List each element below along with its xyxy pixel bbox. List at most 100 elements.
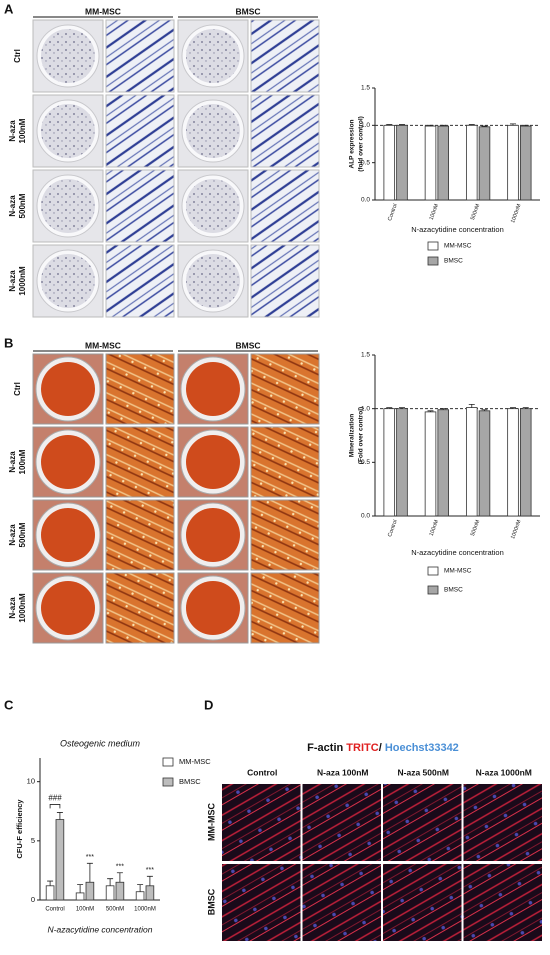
error-bar bbox=[468, 124, 475, 126]
bar bbox=[437, 409, 450, 517]
bar bbox=[85, 881, 95, 901]
micrograph bbox=[105, 572, 175, 644]
legend-swatch bbox=[427, 585, 439, 595]
bar bbox=[424, 125, 437, 201]
annotation: *** bbox=[146, 867, 154, 874]
title-part: / bbox=[379, 742, 385, 754]
legend-label: MM-MSC bbox=[444, 243, 472, 250]
error-bar bbox=[386, 124, 393, 126]
row-label: 100nM bbox=[18, 449, 27, 474]
y-tick-label: 10 bbox=[27, 777, 35, 786]
bar bbox=[478, 410, 491, 517]
error-bar bbox=[77, 884, 84, 893]
fluorescence-image bbox=[302, 864, 381, 941]
row-label: N-aza bbox=[8, 597, 17, 619]
well-stain bbox=[186, 362, 240, 416]
bar bbox=[519, 125, 532, 201]
x-tick-label: 100nM bbox=[76, 907, 94, 913]
x-tick-label: 500nM bbox=[470, 519, 482, 537]
panel-label: D bbox=[204, 697, 213, 712]
y-tick-label: 0.0 bbox=[361, 513, 370, 520]
fluorescence-image bbox=[383, 784, 462, 861]
micrograph bbox=[105, 426, 175, 498]
well-stain bbox=[186, 179, 240, 233]
well-stain bbox=[186, 254, 240, 308]
column-header: BMSC bbox=[235, 6, 260, 16]
y-axis-label: Mineralization bbox=[349, 414, 356, 457]
error-bar bbox=[56, 812, 63, 820]
significance-bracket bbox=[49, 804, 61, 809]
error-bar bbox=[116, 872, 123, 883]
column-header: BMSC bbox=[235, 340, 260, 350]
well-stain bbox=[41, 104, 95, 158]
micrograph bbox=[250, 94, 320, 168]
error-bar bbox=[481, 125, 488, 127]
error-bar bbox=[86, 862, 93, 883]
well-stain bbox=[41, 508, 95, 562]
x-axis-label: N-azacytidine concentration bbox=[411, 548, 504, 557]
y-tick-label: 0.0 bbox=[361, 197, 370, 204]
x-tick-label: 1000nM bbox=[134, 907, 156, 913]
fluorescence-image bbox=[463, 784, 542, 861]
panel-label: A bbox=[4, 1, 14, 16]
bar bbox=[507, 124, 519, 201]
panel-label: C bbox=[4, 697, 14, 712]
legend-swatch bbox=[427, 566, 439, 576]
title-part: F-actin bbox=[307, 742, 346, 754]
row-label: MM-MSC bbox=[206, 803, 216, 841]
y-axis-label: (Fold over control) bbox=[358, 407, 365, 464]
y-tick-label: 0.5 bbox=[361, 459, 370, 466]
error-bar bbox=[107, 878, 114, 886]
bar bbox=[507, 408, 519, 517]
column-header: MM-MSC bbox=[85, 340, 121, 350]
legend-label: MM-MSC bbox=[179, 757, 211, 766]
bar bbox=[424, 411, 437, 517]
well-stain bbox=[41, 362, 95, 416]
legend-swatch bbox=[162, 757, 174, 767]
annotation: *** bbox=[86, 854, 94, 861]
micrograph bbox=[105, 19, 175, 93]
bar bbox=[145, 885, 155, 901]
micrograph bbox=[105, 353, 175, 425]
legend-label: BMSC bbox=[444, 587, 463, 594]
legend-swatch bbox=[427, 256, 439, 266]
bar bbox=[383, 408, 396, 517]
well-stain bbox=[41, 29, 95, 83]
error-bar bbox=[481, 409, 488, 411]
bar bbox=[465, 124, 478, 201]
micrograph bbox=[250, 169, 320, 243]
row-label: 500nM bbox=[18, 193, 27, 218]
micrograph bbox=[250, 426, 320, 498]
error-bar bbox=[146, 875, 153, 886]
x-tick-label: 100nM bbox=[429, 203, 441, 221]
micrograph bbox=[105, 94, 175, 168]
fluorescence-image bbox=[222, 784, 301, 861]
fluorescence-image bbox=[383, 864, 462, 941]
title-part: TRITC bbox=[346, 742, 378, 754]
column-header: N-aza 100nM bbox=[317, 767, 369, 777]
fluorescence-image bbox=[463, 864, 542, 941]
y-tick-label: 1.5 bbox=[361, 85, 370, 92]
well-stain bbox=[186, 581, 240, 635]
legend-label: BMSC bbox=[444, 258, 463, 265]
column-header: N-aza 1000nM bbox=[476, 767, 532, 777]
x-tick-label: 1000nM bbox=[510, 519, 523, 540]
y-tick-label: 1.5 bbox=[361, 352, 370, 359]
bar bbox=[55, 819, 65, 901]
well-stain bbox=[41, 581, 95, 635]
column-header: Control bbox=[247, 767, 277, 777]
y-axis-label: (fold over control) bbox=[358, 116, 365, 172]
x-tick-label: Control bbox=[45, 907, 64, 913]
error-bar bbox=[427, 124, 434, 127]
fluorescence-image bbox=[302, 784, 381, 861]
row-label: 1000nM bbox=[18, 593, 27, 623]
micrograph bbox=[250, 244, 320, 318]
row-label: 1000nM bbox=[18, 266, 27, 296]
error-bar bbox=[47, 880, 54, 886]
bar bbox=[105, 885, 115, 901]
row-label: N-aza bbox=[8, 195, 17, 217]
annotation: *** bbox=[116, 864, 124, 871]
bar bbox=[396, 408, 408, 517]
y-tick-label: 0 bbox=[31, 895, 35, 904]
error-bar bbox=[510, 407, 517, 409]
